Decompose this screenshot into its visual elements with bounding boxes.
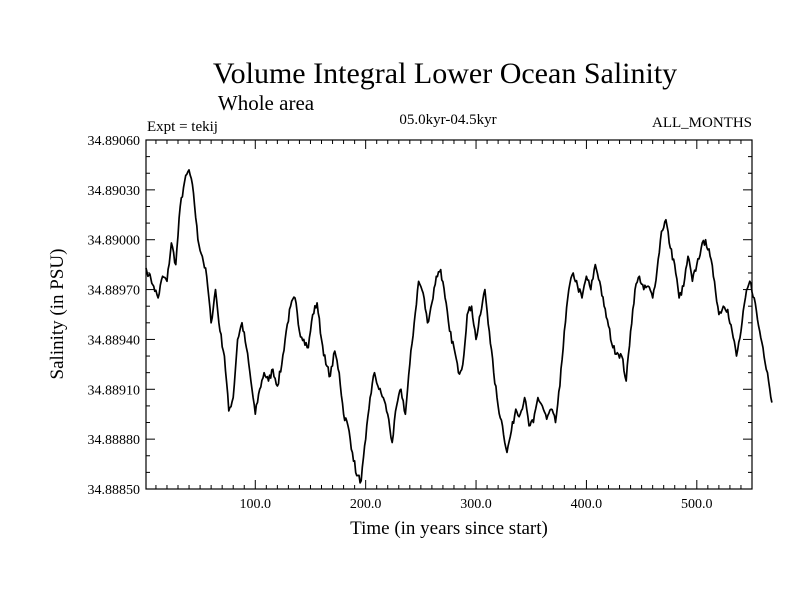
x-tick-label: 100.0 [240, 497, 272, 512]
chart-subtitle: Whole area [218, 91, 315, 115]
period-label: 05.0kyr-04.5kyr [399, 112, 496, 128]
x-tick-label: 500.0 [681, 497, 713, 512]
experiment-label: Expt = tekij [147, 119, 218, 135]
x-axis-label: Time (in years since start) [350, 518, 548, 539]
y-axis-minor-ticks [146, 156, 752, 473]
x-tick-label: 400.0 [571, 497, 603, 512]
y-tick-label: 34.88940 [88, 333, 141, 348]
plot-area [145, 139, 753, 490]
x-axis-tick-labels: 100.0 200.0 300.0 400.0 500.0 [240, 497, 713, 512]
salinity-series-line [145, 169, 773, 484]
months-label: ALL_MONTHS [652, 115, 752, 131]
y-tick-label: 34.89030 [88, 184, 141, 199]
y-tick-label: 34.89000 [88, 234, 141, 249]
x-tick-label: 300.0 [460, 497, 492, 512]
y-axis-ticks [146, 139, 752, 490]
x-tick-label: 200.0 [350, 497, 382, 512]
y-tick-label: 34.88850 [88, 483, 141, 498]
y-tick-label: 34.88970 [88, 284, 141, 299]
y-tick-label: 34.88910 [88, 383, 141, 398]
y-axis-label: Salinity (in PSU) [47, 249, 68, 380]
x-axis-ticks [254, 140, 698, 489]
y-tick-label: 34.89060 [88, 134, 141, 149]
y-axis-tick-labels: 34.88850 34.88880 34.88910 34.88940 34.88970… [88, 134, 141, 498]
y-tick-label: 34.88880 [88, 433, 141, 448]
chart-title: Volume Integral Lower Ocean Salinity [213, 57, 677, 90]
x-axis-minor-ticks [155, 140, 742, 489]
